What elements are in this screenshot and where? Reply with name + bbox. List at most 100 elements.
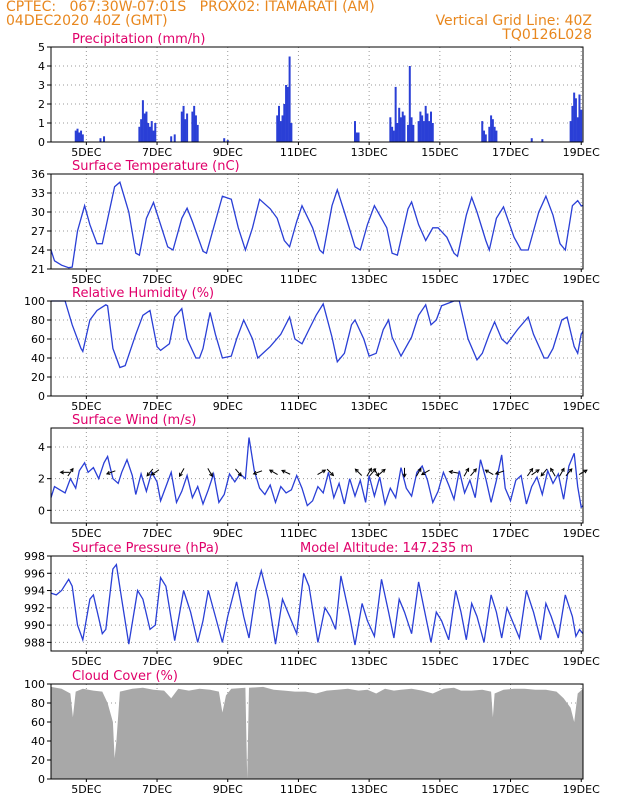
y-tick-label: 5 [38, 41, 45, 54]
wind-vector [484, 469, 494, 476]
precipitation-bar [488, 126, 491, 142]
wind-vector [559, 467, 565, 477]
precipitation-bar [431, 123, 434, 142]
y-tick-label: 992 [24, 602, 45, 615]
precipitation-bar [141, 100, 144, 142]
wind-vector [373, 468, 380, 478]
x-tick-label: 19DEC [563, 655, 600, 668]
precipitation-bar [170, 136, 173, 142]
precipitation-bar [421, 115, 424, 142]
precipitation-bar [145, 111, 148, 142]
precipitation-bar [81, 134, 84, 142]
panel-frame [50, 427, 584, 524]
panel-frame [50, 46, 584, 143]
y-tick-label: 30 [31, 206, 45, 219]
cloud-cover-area [51, 686, 583, 779]
header-left-line1: CPTEC: 067:30W-07:01S PROX02: ITAMARATI … [6, 0, 375, 15]
y-tick-label: 36 [31, 168, 45, 181]
x-tick-label: 7DEC [142, 527, 172, 540]
precipitation-bar [481, 121, 484, 142]
precipitation-bar [419, 111, 422, 142]
precipitation-bar [186, 113, 189, 142]
x-tick-label: 9DEC [213, 527, 243, 540]
x-tick-label: 19DEC [563, 527, 600, 540]
x-tick-label: 5DEC [71, 655, 101, 668]
wind-vector [105, 470, 116, 475]
precipitation-bar [571, 105, 574, 142]
x-tick-label: 19DEC [563, 273, 600, 286]
precipitation-bar [184, 119, 187, 142]
wind-vector [366, 467, 372, 477]
x-tick-label: 11DEC [280, 527, 317, 540]
wind-vector [67, 467, 74, 477]
x-tick-label: 15DEC [421, 273, 458, 286]
precipitation-bar [399, 117, 402, 142]
x-tick-label: 11DEC [280, 273, 317, 286]
x-tick-label: 15DEC [421, 146, 458, 159]
x-tick-label: 7DEC [142, 400, 172, 413]
x-tick-label: 13DEC [351, 146, 388, 159]
series-line [50, 437, 584, 509]
wind-vector [326, 468, 335, 477]
header-right-line1: Vertical Grid Line: 40Z [435, 13, 592, 29]
precipitation-bar [226, 140, 229, 142]
x-tick-label: 7DEC [142, 783, 172, 796]
panel-4: 0 2 4 5DEC 7DEC 9DEC 11DEC 13DEC 15DEC 17DEC 19DEC… [38, 413, 600, 540]
precipitation-bar [283, 104, 286, 142]
panel-title: Surface Pressure (hPa) [72, 541, 219, 556]
x-tick-label: 7DEC [142, 146, 172, 159]
x-tick-label: 15DEC [421, 655, 458, 668]
panel-title: Surface Wind (m/s) [72, 413, 196, 428]
precipitation-bar [223, 138, 226, 142]
precipitation-bar [403, 115, 406, 142]
precipitation-bar [428, 121, 431, 142]
x-tick-label: 9DEC [213, 655, 243, 668]
precipitation-bar [288, 56, 291, 142]
precipitation-bar [412, 124, 415, 142]
panel-5: 988 990 992 994 996 998 5DEC 7DEC 9DEC 11DEC 13DEC… [24, 541, 600, 668]
panel-2: 21 24 27 30 33 36 5DEC 7DEC 9DEC 11DEC 13DEC 15DEC 1… [31, 159, 600, 286]
x-tick-label: 13DEC [351, 783, 388, 796]
precipitation-bar [398, 107, 401, 142]
wind-vector [463, 467, 470, 477]
panel-6: 0 20 40 60 80 100 5DEC 7DEC 9DEC 11DEC 13DEC 15DEC 1… [24, 669, 600, 796]
y-tick-label: 24 [31, 244, 45, 257]
panel-title: Surface Temperature (nC) [72, 159, 240, 174]
x-tick-label: 11DEC [280, 400, 317, 413]
y-tick-label: 80 [31, 697, 45, 710]
precipitation-bar [99, 138, 102, 142]
y-tick-label: 3 [38, 79, 45, 92]
x-tick-label: 5DEC [71, 783, 101, 796]
y-tick-label: 20 [31, 754, 45, 767]
precipitation-bar [484, 134, 487, 142]
series-line [50, 181, 583, 269]
precipitation-bar [410, 117, 413, 142]
precipitation-bar [483, 130, 486, 142]
precipitation-bar [285, 85, 288, 142]
y-tick-label: 100 [24, 295, 45, 308]
x-tick-label: 19DEC [563, 783, 600, 796]
wind-vector [281, 469, 291, 475]
precipitation-bar [541, 139, 544, 142]
x-tick-label: 11DEC [280, 146, 317, 159]
y-tick-label: 60 [31, 716, 45, 729]
precipitation-bar [80, 130, 83, 142]
precipitation-bar [286, 86, 289, 142]
precipitation-bar [173, 134, 176, 142]
panel-frame [50, 300, 584, 397]
y-tick-label: 0 [38, 136, 45, 149]
x-tick-label: 15DEC [421, 783, 458, 796]
x-tick-label: 17DEC [492, 783, 529, 796]
wind-vector [415, 467, 422, 477]
precipitation-bar [354, 121, 356, 142]
precipitation-bar [150, 121, 153, 142]
precipitation-bar [143, 113, 146, 142]
series-line [51, 300, 584, 369]
wind-vector [470, 468, 477, 477]
y-tick-label: 40 [31, 352, 45, 365]
precipitation-bar [193, 105, 196, 142]
precipitation-bar [391, 126, 394, 142]
y-tick-label: 40 [31, 735, 45, 748]
precipitation-bar [76, 128, 79, 142]
precipitation-bar [569, 121, 572, 142]
